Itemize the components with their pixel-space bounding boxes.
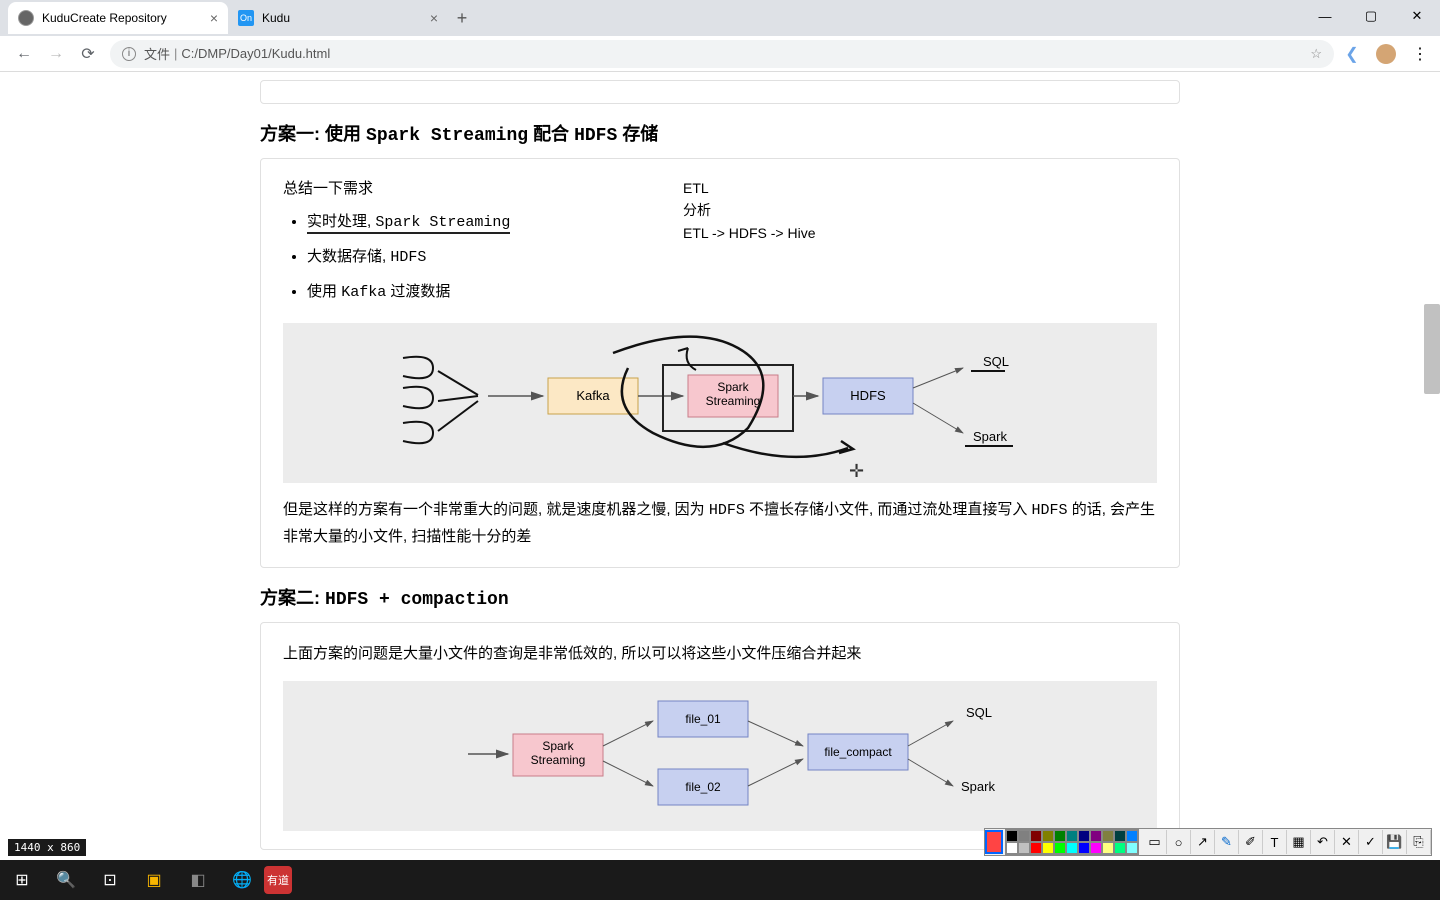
- address-bar: ← → ⟳ i 文件 | C:/DMP/Day01/Kudu.html ☆ ❮ …: [0, 36, 1440, 72]
- minimize-button[interactable]: —: [1302, 0, 1348, 32]
- back-button[interactable]: ←: [8, 38, 40, 70]
- svg-text:Streaming: Streaming: [706, 394, 761, 408]
- chrome-icon[interactable]: 🌐: [220, 860, 264, 900]
- section1-title: 方案一: 使用 Spark Streaming 配合 HDFS 存储: [260, 120, 1180, 146]
- svg-text:Streaming: Streaming: [531, 753, 586, 767]
- svg-text:Spark: Spark: [973, 429, 1007, 444]
- bullet-list: 实时处理, Spark Streaming 大数据存储, HDFS 使用 Kaf…: [283, 210, 683, 301]
- tab-strip: KuduCreate Repository × On Kudu × + — ▢ …: [0, 0, 1440, 36]
- blur-tool-icon[interactable]: ▦: [1287, 830, 1311, 854]
- start-button[interactable]: ⊞: [0, 860, 44, 900]
- svg-text:Spark: Spark: [717, 380, 749, 394]
- confirm-icon[interactable]: ✓: [1359, 830, 1383, 854]
- window-controls: — ▢ ✕: [1302, 0, 1440, 32]
- info-icon: i: [122, 47, 136, 61]
- svg-text:file_02: file_02: [685, 780, 721, 794]
- text-tool-icon[interactable]: T: [1263, 830, 1287, 854]
- url-text: C:/DMP/Day01/Kudu.html: [181, 46, 330, 61]
- diagram2: Spark Streaming file_01 file_02 file_com…: [283, 681, 1157, 831]
- section2-card: 上面方案的问题是大量小文件的查询是非常低效的, 所以可以将这些小文件压缩合并起来…: [260, 622, 1180, 850]
- color-palette[interactable]: [1005, 829, 1139, 855]
- summary-label: 总结一下需求: [283, 177, 683, 198]
- cancel-icon[interactable]: ✕: [1335, 830, 1359, 854]
- previous-card-tail: [260, 80, 1180, 104]
- url-field[interactable]: i 文件 | C:/DMP/Day01/Kudu.html ☆: [110, 40, 1334, 68]
- browser-chrome: KuduCreate Repository × On Kudu × + — ▢ …: [0, 0, 1440, 72]
- avatar-icon[interactable]: [1374, 42, 1398, 66]
- close-icon[interactable]: ×: [210, 10, 218, 26]
- tab-inactive[interactable]: On Kudu ×: [228, 2, 448, 34]
- circle-tool-icon[interactable]: ○: [1167, 830, 1191, 854]
- section1-desc: 但是这样的方案有一个非常重大的问题, 就是速度机器之慢, 因为 HDFS 不擅长…: [283, 497, 1157, 549]
- list-item: 使用 Kafka 过渡数据: [307, 280, 683, 301]
- windows-taskbar: ⊞ 🔍 ⊡ ▣ ◧ 🌐 有道: [0, 860, 1440, 900]
- diagram1: Kafka Spark Streaming HDFS S: [283, 323, 1157, 483]
- list-item: 大数据存储, HDFS: [307, 245, 683, 266]
- svg-text:file_01: file_01: [685, 712, 721, 726]
- save-icon[interactable]: 💾: [1383, 830, 1407, 854]
- rect-tool-icon[interactable]: ▭: [1143, 830, 1167, 854]
- menu-icon[interactable]: ⋮: [1408, 42, 1432, 66]
- svg-text:SQL: SQL: [983, 354, 1009, 369]
- tab-active[interactable]: KuduCreate Repository ×: [8, 2, 228, 34]
- forward-button[interactable]: →: [40, 38, 72, 70]
- copy-icon[interactable]: ⎘: [1407, 830, 1431, 854]
- arrow-tool-icon[interactable]: ↗: [1191, 830, 1215, 854]
- star-icon[interactable]: ☆: [1310, 46, 1322, 62]
- svg-text:SQL: SQL: [966, 705, 992, 720]
- extension-icon[interactable]: ❮: [1340, 42, 1364, 66]
- app-icon[interactable]: 有道: [264, 866, 292, 894]
- reload-button[interactable]: ⟳: [72, 38, 104, 70]
- svg-text:Spark: Spark: [961, 779, 995, 794]
- section1-card: 总结一下需求 实时处理, Spark Streaming 大数据存储, HDFS…: [260, 158, 1180, 568]
- new-tab-button[interactable]: +: [448, 8, 476, 29]
- section2-desc: 上面方案的问题是大量小文件的查询是非常低效的, 所以可以将这些小文件压缩合并起来: [283, 641, 1157, 667]
- site-icon: On: [238, 10, 254, 26]
- maximize-button[interactable]: ▢: [1348, 0, 1394, 32]
- scrollbar-thumb[interactable]: [1424, 304, 1440, 394]
- tab-title: KuduCreate Repository: [42, 11, 167, 25]
- diagram2-svg: Spark Streaming file_01 file_02 file_com…: [293, 691, 1163, 821]
- page-viewport: 方案一: 使用 Spark Streaming 配合 HDFS 存储 总结一下需…: [0, 72, 1440, 860]
- section2-title: 方案二: HDFS + compaction: [260, 584, 1180, 610]
- kafka-node: Kafka: [576, 388, 610, 403]
- svg-text:HDFS: HDFS: [850, 388, 886, 403]
- app-icon[interactable]: ▣: [132, 860, 176, 900]
- close-window-button[interactable]: ✕: [1394, 0, 1440, 32]
- summary-notes: ETL 分析 ETL -> HDFS -> Hive: [683, 177, 816, 315]
- svg-text:Spark: Spark: [542, 739, 574, 753]
- pen-tool-icon[interactable]: ✎: [1215, 830, 1239, 854]
- marker-tool-icon[interactable]: ✐: [1239, 830, 1263, 854]
- app-icon[interactable]: ◧: [176, 860, 220, 900]
- close-icon[interactable]: ×: [430, 10, 438, 26]
- annotation-toolbar: ▭ ○ ↗ ✎ ✐ T ▦ ↶ ✕ ✓ 💾 ⎘: [984, 828, 1432, 856]
- dimensions-label: 1440 x 860: [8, 839, 86, 856]
- search-icon[interactable]: 🔍: [44, 860, 88, 900]
- globe-icon: [18, 10, 34, 26]
- diagram1-svg: Kafka Spark Streaming HDFS S: [293, 333, 1163, 473]
- undo-icon[interactable]: ↶: [1311, 830, 1335, 854]
- task-view-icon[interactable]: ⊡: [88, 860, 132, 900]
- svg-text:file_compact: file_compact: [824, 745, 892, 759]
- list-item: 实时处理, Spark Streaming: [307, 210, 683, 231]
- url-prefix: 文件: [144, 44, 170, 63]
- tab-title: Kudu: [262, 11, 290, 25]
